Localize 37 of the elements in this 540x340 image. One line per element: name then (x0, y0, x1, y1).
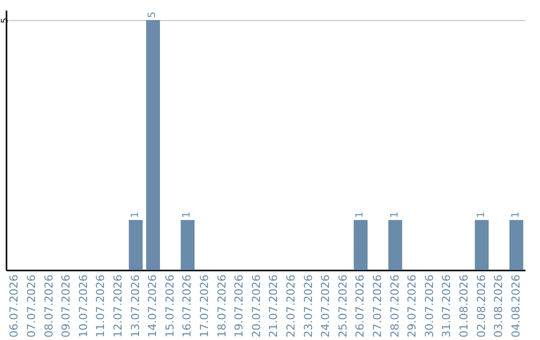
x-tick-label: 01.08.2026 (457, 274, 470, 338)
x-tick-label: 23.07.2026 (302, 274, 315, 338)
x-tick-label: 06.07.2026 (8, 274, 21, 338)
x-tick-label: 22.07.2026 (284, 274, 298, 338)
x-tick-label: 20.07.2026 (250, 274, 263, 338)
x-tick-label: 28.07.2026 (388, 274, 402, 338)
x-tick-label: 08.07.2026 (42, 274, 56, 338)
x-tick-label: 14.07.2026 (146, 274, 160, 338)
x-tick-label: 03.08.2026 (492, 274, 506, 338)
x-tick-label: 12.07.2026 (111, 274, 124, 338)
data-label: 1 (476, 212, 487, 218)
x-tick-label: 26.07.2026 (354, 274, 367, 338)
x-tick-label: 29.07.2026 (406, 274, 419, 338)
x-tick-label: 25.07.2026 (336, 274, 350, 338)
x-tick-label: 04.08.2026 (509, 274, 522, 338)
x-tick-label: 11.07.2026 (94, 274, 108, 338)
data-label: 1 (510, 212, 522, 218)
x-tick-label: 16.07.2026 (180, 274, 194, 338)
x-tick-label: 09.07.2026 (60, 274, 73, 338)
x-tick-label: 31.07.2026 (440, 274, 454, 338)
x-tick-label: 24.07.2026 (319, 274, 332, 338)
x-tick-label: 17.07.2026 (198, 274, 211, 338)
x-tick-label: 07.07.2026 (24, 274, 38, 338)
x-tick-label: 21.07.2026 (267, 274, 280, 338)
x-tick-label: 15.07.2026 (163, 274, 176, 338)
x-tick-label: 19.07.2026 (232, 274, 246, 338)
data-label: 1 (389, 212, 400, 218)
x-tick-label: 27.07.2026 (370, 274, 384, 338)
x-tick-label: 30.07.2026 (422, 274, 436, 338)
data-label: 1 (354, 212, 366, 218)
x-tick-label: 18.07.2026 (215, 274, 228, 338)
data-label: 1 (130, 212, 141, 218)
data-label: 1 (182, 212, 193, 218)
x-tick-label: 02.08.2026 (474, 274, 488, 338)
data-label: 5 (147, 12, 158, 18)
x-tick-label: 10.07.2026 (76, 274, 90, 338)
x-tick-label: 13.07.2026 (128, 274, 142, 338)
